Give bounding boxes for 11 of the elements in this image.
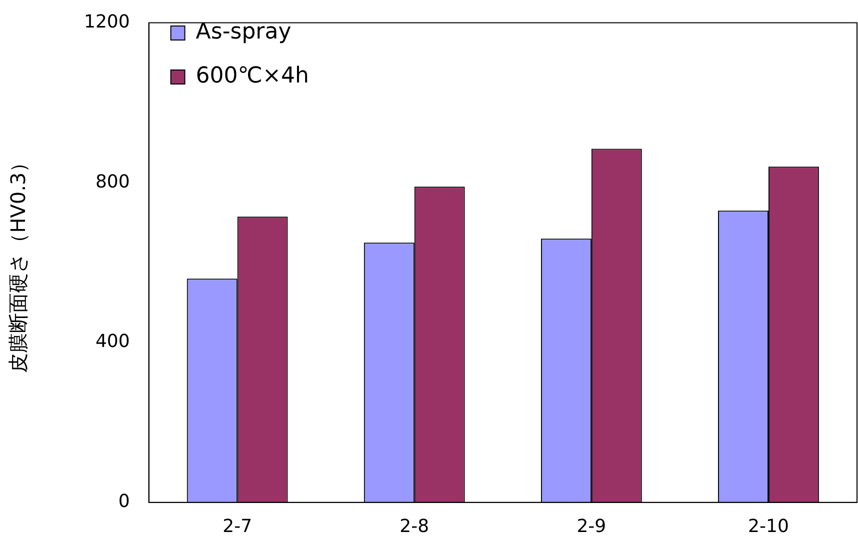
- y-axis-title: 皮膜断面硬さ（HV0.3）: [6, 152, 30, 373]
- y-tick-label: 400: [95, 331, 130, 352]
- y-tick-label: 800: [95, 171, 130, 192]
- x-tick-label: 2-9: [576, 516, 606, 537]
- legend-label: 600℃×4h: [196, 64, 309, 89]
- legend-label: As-spray: [196, 20, 292, 45]
- y-tick-label: 0: [118, 491, 130, 512]
- x-tick-label: 2-10: [748, 516, 789, 537]
- x-tick-label: 2-7: [222, 516, 252, 537]
- x-tick-label: 2-8: [400, 516, 430, 537]
- y-tick-label: 1200: [84, 11, 130, 32]
